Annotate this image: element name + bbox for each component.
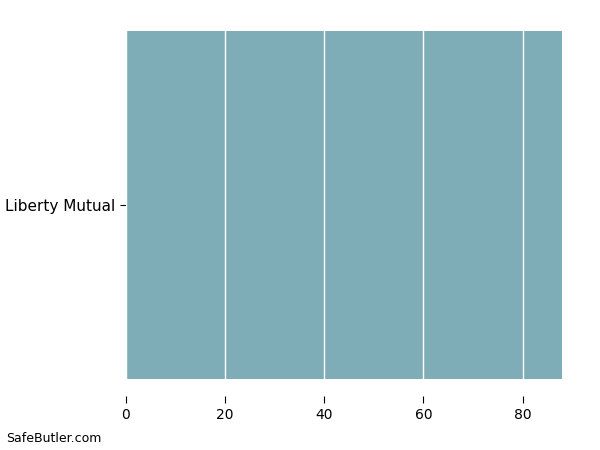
Text: SafeButler.com: SafeButler.com — [6, 432, 101, 446]
